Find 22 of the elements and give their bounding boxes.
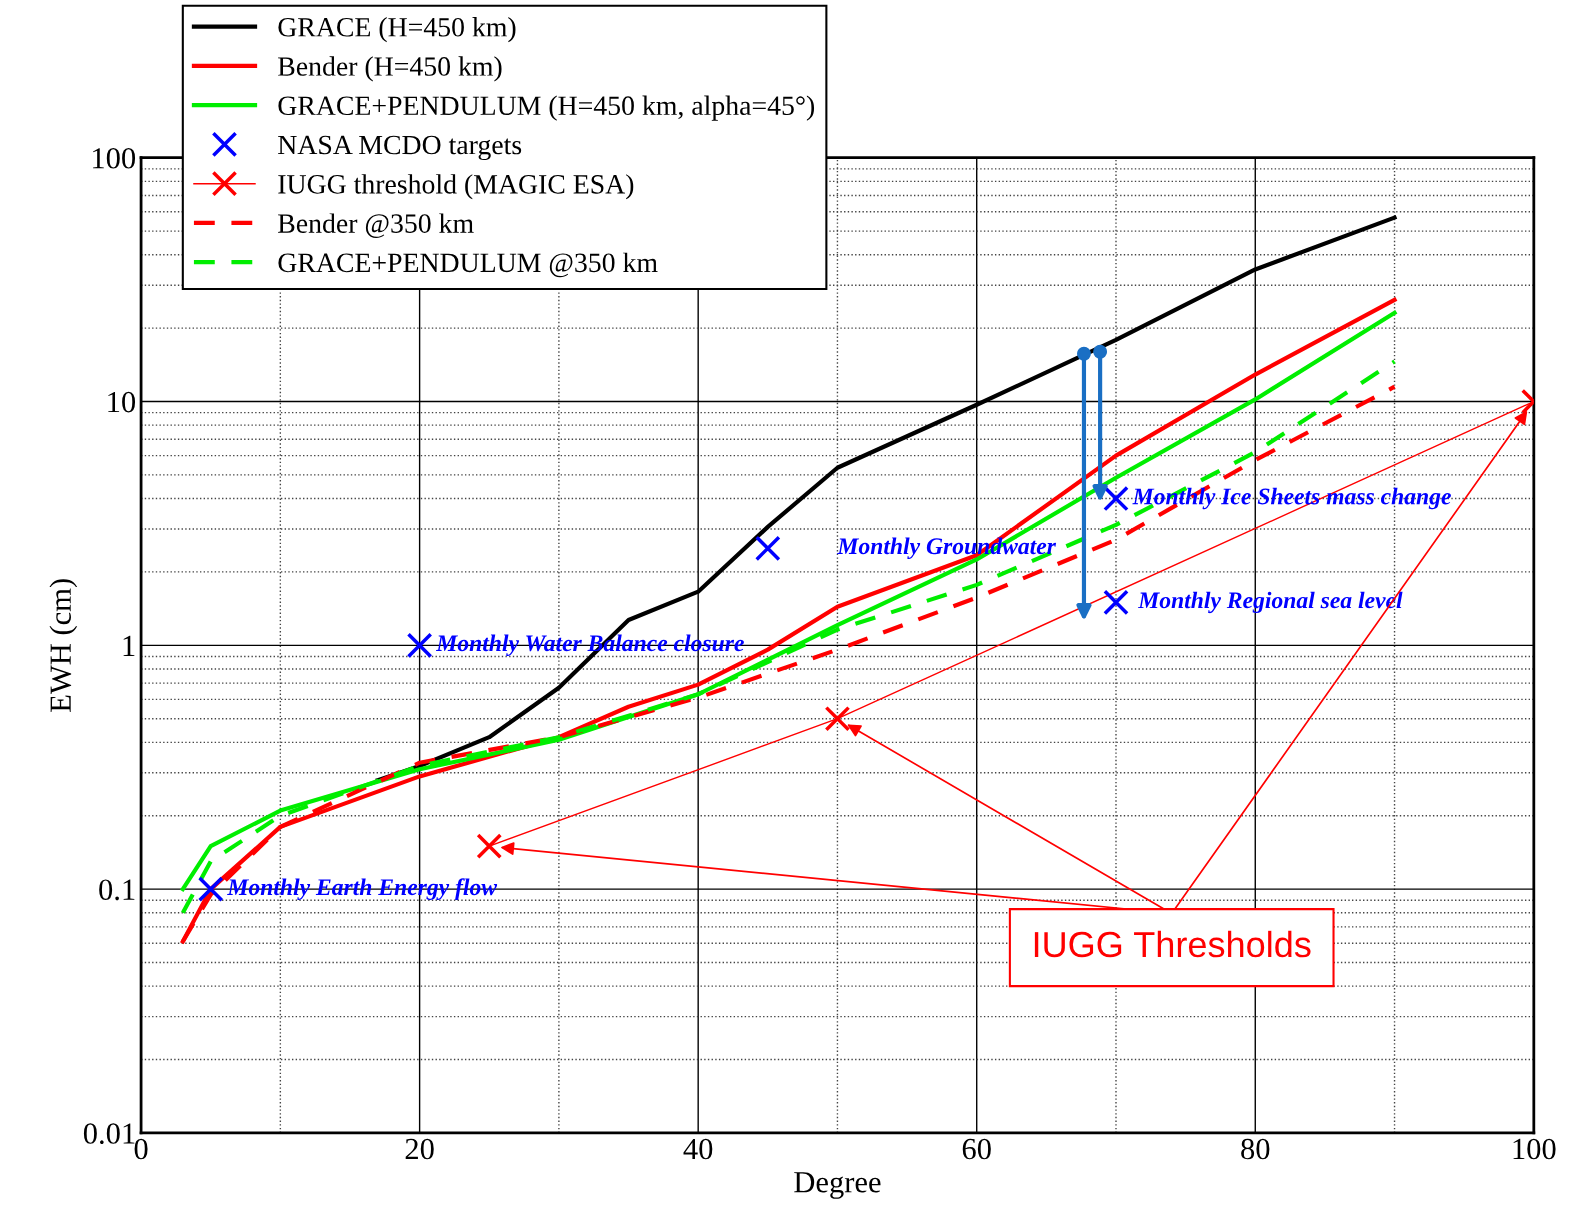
annotation: Monthly Ice Sheets mass change [1132,487,1451,510]
legend-label: GRACE+PENDULUM (H=450 km, alpha=45°) [278,95,815,121]
x-tick-label: 40 [683,1138,713,1160]
legend-label: GRACE (H=450 km) [278,17,516,43]
legend-label: Bender (H=450 km) [278,56,502,82]
y-tick-label: 0.01 [83,1123,135,1144]
x-axis-title: Degree [794,1172,881,1199]
x-tick-label: 60 [962,1138,991,1160]
x-tick-label: 20 [405,1138,434,1160]
y-tick-label: 10 [108,391,136,413]
x-tick-label: 80 [1241,1138,1270,1160]
x-tick-label: 100 [1513,1138,1556,1160]
legend-label: NASA MCDO targets [278,135,522,161]
y-tick-label: 100 [93,147,136,169]
y-tick-label: 1 [123,635,135,656]
x-tick-label: 0 [134,1138,148,1160]
y-tick-label: 0.1 [99,879,135,901]
legend-label: GRACE+PENDULUM @350 km [278,252,658,278]
y-axis-title: EWH (cm) [49,579,78,712]
legend-label: Bender @350 km [278,213,474,238]
annotation: IUGG Thresholds [1034,930,1311,958]
legend-label: IUGG threshold (MAGIC ESA) [278,174,634,200]
